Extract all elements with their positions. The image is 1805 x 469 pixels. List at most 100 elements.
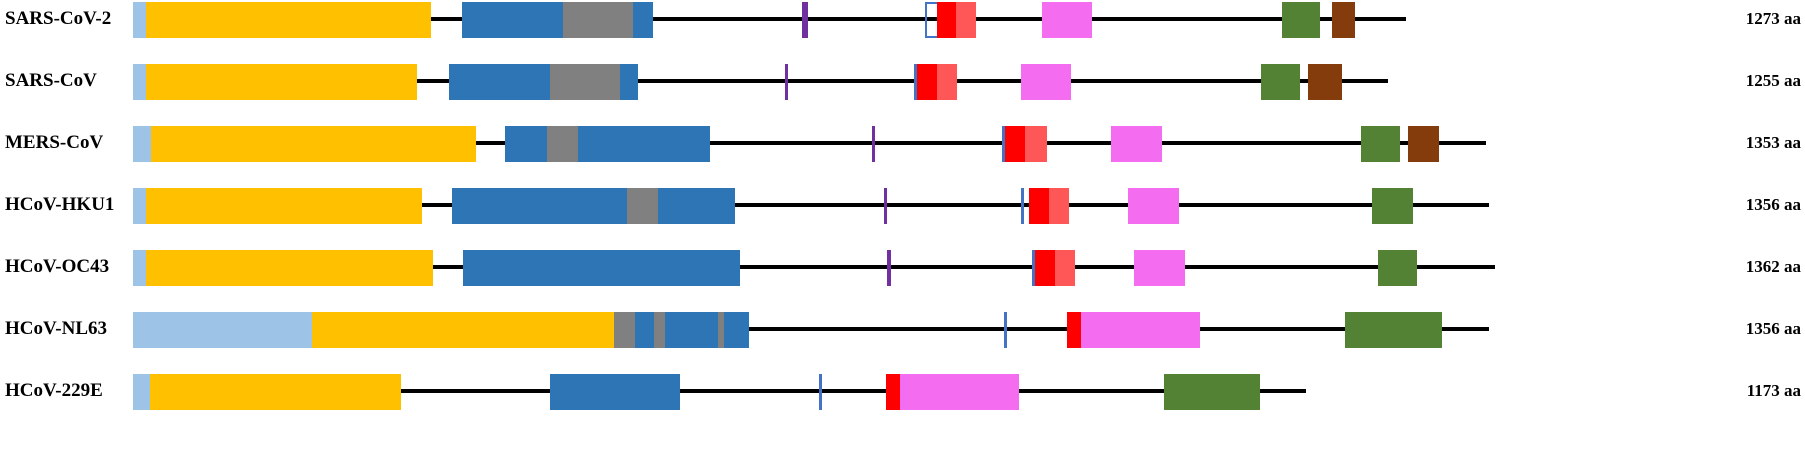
- protein-row: HCoV-229E 1173 aa: [0, 372, 1805, 410]
- signal-peptide-domain: [133, 64, 146, 100]
- s1-region-domain: [312, 312, 614, 348]
- fusion-peptide-end-domain: [1025, 126, 1047, 162]
- protein-name-label: HCoV-229E: [5, 380, 103, 401]
- receptor-binding-domain: [633, 2, 653, 38]
- site-mark: [1032, 250, 1035, 286]
- fusion-peptide-start-domain: [1035, 250, 1055, 286]
- protein-length-label: 1356 aa: [1746, 186, 1801, 224]
- receptor-binding-domain: [578, 126, 710, 162]
- protein-backbone-line: [133, 389, 1306, 393]
- signal-peptide-domain: [133, 250, 146, 286]
- insert-domain: [718, 312, 724, 348]
- receptor-binding-domain: [658, 188, 735, 224]
- insert-domain: [627, 188, 658, 224]
- fusion-peptide-start-domain: [1005, 126, 1025, 162]
- transmembrane-domain: [1332, 2, 1355, 38]
- protein-length-unit: aa: [1784, 71, 1801, 90]
- protein-length-unit: aa: [1784, 9, 1801, 28]
- protein-length-value: 1356: [1745, 319, 1780, 338]
- protein-row: HCoV-NL63 1356 aa: [0, 310, 1805, 348]
- site-mark: [1021, 188, 1024, 224]
- fusion-peptide-start-domain: [1029, 188, 1049, 224]
- protein-length-value: 1273: [1745, 9, 1780, 28]
- signal-peptide-domain: [133, 2, 146, 38]
- heptad-repeat-1-domain: [1134, 250, 1185, 286]
- protein-length-value: 1362: [1745, 257, 1780, 276]
- receptor-binding-domain: [452, 188, 627, 224]
- heptad-repeat-2-domain: [1261, 64, 1300, 100]
- protein-backbone-line: [133, 203, 1489, 207]
- s2-cleavage-mark: [802, 2, 808, 38]
- transmembrane-domain: [1308, 64, 1342, 100]
- heptad-repeat-2-domain: [1372, 188, 1413, 224]
- heptad-repeat-1-domain: [900, 374, 1019, 410]
- s1-region-domain: [146, 2, 431, 38]
- fusion-peptide-start-domain: [917, 64, 937, 100]
- site-mark: [1002, 126, 1005, 162]
- s1-region-domain: [146, 250, 433, 286]
- fusion-peptide-start-domain: [1067, 312, 1081, 348]
- site-mark: [1004, 312, 1007, 348]
- protein-backbone-line: [133, 265, 1495, 269]
- heptad-repeat-2-domain: [1345, 312, 1442, 348]
- s2-cleavage-mark: [872, 126, 875, 162]
- receptor-binding-domain: [635, 312, 654, 348]
- protein-length-label: 1356 aa: [1746, 310, 1801, 348]
- protein-length-label: 1173 aa: [1747, 372, 1801, 410]
- heptad-repeat-1-domain: [1042, 2, 1092, 38]
- signal-peptide-domain: [133, 374, 150, 410]
- insert-domain: [563, 2, 633, 38]
- protein-row: HCoV-HKU1 1356 aa: [0, 186, 1805, 224]
- signal-peptide-domain: [133, 188, 146, 224]
- heptad-repeat-2-domain: [1164, 374, 1260, 410]
- fusion-peptide-start-domain: [886, 374, 900, 410]
- receptor-binding-domain: [724, 312, 749, 348]
- site-mark: [914, 64, 917, 100]
- receptor-binding-domain: [449, 64, 550, 100]
- insert-domain: [654, 312, 665, 348]
- protein-row: SARS-CoV 1255 aa: [0, 62, 1805, 100]
- protein-name-label: HCoV-HKU1: [5, 194, 115, 215]
- protein-length-value: 1356: [1745, 195, 1780, 214]
- heptad-repeat-1-domain: [1111, 126, 1162, 162]
- protein-length-label: 1353 aa: [1746, 124, 1801, 162]
- fusion-peptide-end-domain: [1055, 250, 1075, 286]
- protein-row: SARS-CoV-2 1273 aa: [0, 0, 1805, 38]
- protein-length-unit: aa: [1784, 133, 1801, 152]
- s1-region-domain: [151, 126, 476, 162]
- protein-row: MERS-CoV 1353 aa: [0, 124, 1805, 162]
- protein-backbone-line: [133, 17, 1406, 21]
- protein-length-label: 1255 aa: [1746, 62, 1801, 100]
- heptad-repeat-1-domain: [1081, 312, 1200, 348]
- fusion-peptide-start-domain: [937, 2, 956, 38]
- protein-backbone-line: [133, 141, 1486, 145]
- receptor-binding-domain: [505, 126, 547, 162]
- s2-cleavage-mark: [785, 64, 788, 100]
- protein-name-label: SARS-CoV: [5, 70, 97, 91]
- heptad-repeat-1-domain: [1021, 64, 1071, 100]
- heptad-repeat-2-domain: [1378, 250, 1417, 286]
- site-mark: [819, 374, 822, 410]
- receptor-binding-domain: [463, 250, 740, 286]
- insert-domain: [550, 64, 620, 100]
- heptad-repeat-2-domain: [1361, 126, 1400, 162]
- fusion-peptide-end-domain: [937, 64, 957, 100]
- fusion-peptide-end-domain: [1049, 188, 1069, 224]
- s1-region-domain: [146, 188, 422, 224]
- protein-length-unit: aa: [1784, 195, 1801, 214]
- transmembrane-domain: [1408, 126, 1439, 162]
- heptad-repeat-1-domain: [1128, 188, 1179, 224]
- heptad-repeat-2-domain: [1282, 2, 1320, 38]
- s2-cleavage-mark: [884, 188, 887, 224]
- receptor-binding-domain: [665, 312, 718, 348]
- insert-domain: [547, 126, 578, 162]
- receptor-binding-domain: [462, 2, 563, 38]
- protein-length-value: 1353: [1745, 133, 1780, 152]
- protein-length-label: 1362 aa: [1746, 248, 1801, 286]
- protein-name-label: MERS-CoV: [5, 132, 104, 153]
- insert-domain: [614, 312, 635, 348]
- protein-length-value: 1173: [1746, 381, 1780, 400]
- protein-name-label: HCoV-NL63: [5, 318, 108, 339]
- receptor-binding-domain: [620, 64, 638, 100]
